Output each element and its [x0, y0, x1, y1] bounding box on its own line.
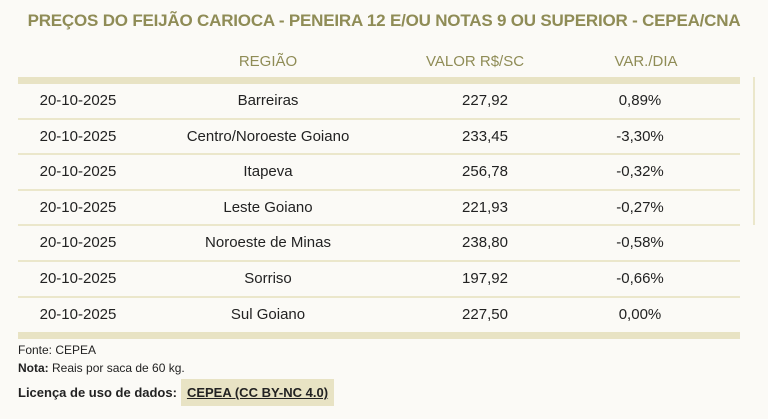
region-cell: Itapeva	[243, 163, 293, 181]
date-cell: 20-10-2025	[39, 234, 117, 252]
var-cell: 0,00%	[618, 305, 662, 323]
note-text: Nota: Reais por saca de 60 kg.	[18, 361, 185, 375]
column-header-region: REGIÃO	[238, 53, 298, 70]
license: Licença de uso de dados: CEPEA (CC BY-NC …	[18, 379, 335, 406]
table-title: PREÇOS DO FEIJÃO CARIOCA - PENEIRA 12 E/…	[27, 11, 741, 30]
date-cell: 20-10-2025	[39, 198, 117, 216]
date-cell: 20-10-2025	[39, 270, 117, 287]
table-row: 20-10-2025 Barreiras 227,92 0,89%	[18, 84, 740, 120]
region-cell: Noroeste de Minas	[205, 234, 331, 252]
license-link[interactable]: CEPEA (CC BY-NC 4.0)	[180, 379, 335, 406]
table-row: 20-10-2025 Itapeva 256,78 -0,32%	[18, 155, 740, 191]
var-cell: -0,27%	[616, 198, 664, 216]
date-cell: 20-10-2025	[39, 305, 117, 323]
var-cell: -3,30%	[616, 127, 664, 145]
header-divider	[18, 77, 740, 84]
var-cell: -0,66%	[616, 270, 664, 287]
license-label: Licença de uso de dados:	[18, 385, 177, 400]
value-cell: 221,93	[462, 198, 508, 216]
source-text: Fonte: CEPEA	[18, 343, 97, 357]
table-row: 20-10-2025 Centro/Noroeste Goiano 233,45 -3…	[18, 120, 740, 156]
column-header-var: VAR./DIA	[614, 53, 678, 70]
date-cell: 20-10-2025	[39, 92, 117, 109]
date-cell: 20-10-2025	[39, 127, 117, 145]
table-row: 20-10-2025 Noroeste de Minas 238,80 -0,58%	[18, 226, 740, 262]
value-cell: 227,50	[462, 305, 508, 323]
value-cell: 227,92	[462, 92, 508, 109]
footer-divider	[18, 332, 740, 339]
var-cell: -0,58%	[616, 234, 664, 252]
var-cell: -0,32%	[616, 163, 664, 181]
note-label: Nota:	[18, 361, 49, 375]
note-body: Reais por saca de 60 kg.	[48, 361, 185, 375]
value-cell: 233,45	[462, 127, 508, 145]
table-row: 20-10-2025 Sul Goiano 227,50 0,00%	[18, 298, 740, 334]
region-cell: Sul Goiano	[230, 305, 306, 323]
region-cell: Sorriso	[244, 270, 292, 287]
region-cell: Leste Goiano	[223, 198, 313, 216]
value-cell: 256,78	[462, 163, 508, 181]
date-cell: 20-10-2025	[39, 163, 117, 181]
region-cell: Centro/Noroeste Goiano	[186, 127, 350, 145]
value-cell: 238,80	[462, 234, 508, 252]
var-cell: 0,89%	[618, 92, 662, 109]
region-cell: Barreiras	[237, 92, 299, 109]
table-row: 20-10-2025 Sorriso 197,92 -0,66%	[18, 262, 740, 298]
column-header-value: VALOR R$/SC	[425, 53, 525, 70]
table-row: 20-10-2025 Leste Goiano 221,93 -0,27%	[18, 191, 740, 227]
side-divider	[753, 77, 755, 225]
value-cell: 197,92	[462, 270, 508, 287]
